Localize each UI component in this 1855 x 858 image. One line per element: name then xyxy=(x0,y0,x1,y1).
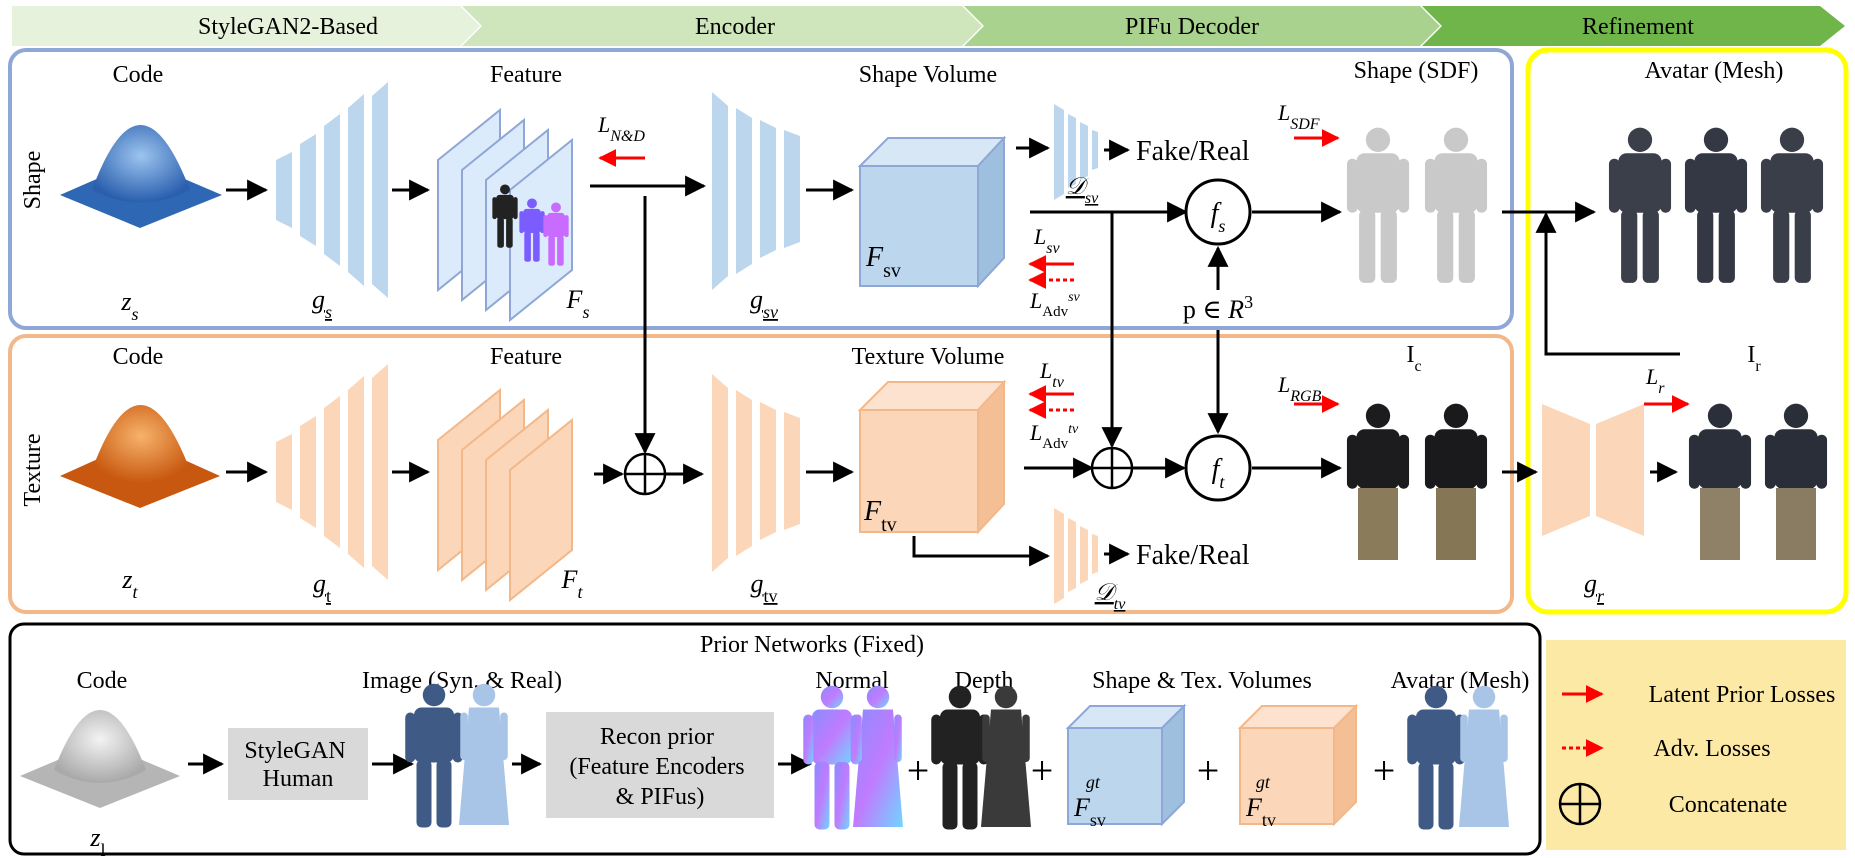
stylegan-human-label: StyleGAN Human xyxy=(244,738,351,792)
loss-nd-label: LN&D xyxy=(597,112,645,145)
normal-maps xyxy=(803,685,903,830)
refined-image-label: Ir xyxy=(1747,342,1761,375)
shape-fake-real-label: Fake/Real xyxy=(1136,136,1250,167)
shape-branch-frame xyxy=(8,48,1514,330)
prior-avatar-mesh xyxy=(1407,685,1509,830)
shape-row-label: Shape xyxy=(20,151,46,210)
refined-avatar-render xyxy=(1688,403,1828,560)
shape-discriminator-icon xyxy=(1054,104,1098,200)
shape-sdf-mesh xyxy=(1346,127,1488,283)
shape-generator-label: gs xyxy=(312,285,332,322)
texture-feature-var: Ft xyxy=(561,565,584,602)
shape-encoder-label: gsv xyxy=(750,285,778,322)
prior-networks-frame xyxy=(8,622,1542,856)
volumes-title: Shape & Tex. Volumes xyxy=(1092,668,1312,694)
shape-feature-planes xyxy=(437,107,573,323)
shape-discriminator-label: 𝒟sv xyxy=(1066,174,1099,207)
refinement-title: Avatar (Mesh) xyxy=(1645,58,1784,84)
legend-latent-label: Latent Prior Losses xyxy=(1649,682,1836,708)
sample-images xyxy=(405,683,509,828)
texture-volume-cube-icon xyxy=(857,379,1007,535)
shape-generator-icon xyxy=(276,82,388,298)
texture-fake-real-label: Fake/Real xyxy=(1136,540,1250,571)
shape-feature-var: Fs xyxy=(566,285,590,322)
gaussian-surface-icon xyxy=(60,125,222,228)
refinement-frame xyxy=(1525,47,1849,615)
texture-generator-label: gt xyxy=(313,569,331,606)
texture-code-var: zt xyxy=(121,565,138,602)
texture-feature-title: Feature xyxy=(490,344,562,370)
query-point-label: p ∈ R3 xyxy=(1183,292,1253,324)
stage-encoder-label: Encoder xyxy=(695,14,775,40)
texture-gt-cube-icon xyxy=(1237,703,1359,827)
refinement-network-icon xyxy=(1542,404,1644,536)
texture-feature-planes xyxy=(437,387,573,603)
shape-volume-cube-icon xyxy=(857,135,1007,289)
texture-row-label: Texture xyxy=(20,434,46,507)
stage-stylegan-label: StyleGAN2-Based xyxy=(198,14,378,40)
shape-output-title: Shape (SDF) xyxy=(1354,58,1479,84)
loss-tv-label: Ltv xyxy=(1039,358,1065,391)
shape-encoder-icon xyxy=(712,92,800,290)
coarse-image-label: Ic xyxy=(1406,342,1421,375)
legend-concat-label: Concatenate xyxy=(1669,792,1788,818)
texture-branch-frame xyxy=(8,334,1514,614)
stylegan-human-box xyxy=(228,728,368,800)
prior-images-title: Image (Syn. & Real) xyxy=(362,668,562,694)
texture-code-title: Code xyxy=(113,344,164,370)
concat-circle-icon xyxy=(1090,446,1134,490)
stage-refinement-label: Refinement xyxy=(1582,14,1694,40)
refined-avatar-mesh xyxy=(1608,127,1824,283)
loss-adv-tv-label: LAdvtv xyxy=(1029,420,1079,452)
plus-sign: + xyxy=(1031,748,1054,793)
recon-prior-box xyxy=(546,712,774,818)
plus-sign: + xyxy=(1373,748,1396,793)
arrow-icon xyxy=(912,536,1051,567)
stage-pifu-label: PIFu Decoder xyxy=(1125,14,1259,40)
prior-title: Prior Networks (Fixed) xyxy=(700,632,924,658)
plus-sign: + xyxy=(1197,748,1220,793)
loss-sv-label: Lsv xyxy=(1033,224,1060,257)
texture-discriminator-label: 𝒟tv xyxy=(1095,580,1127,613)
refinement-network-label: gr xyxy=(1584,569,1605,606)
legend-adv-label: Adv. Losses xyxy=(1653,736,1770,762)
shape-code-title: Code xyxy=(113,62,164,88)
concat-circle-icon xyxy=(1558,782,1602,826)
shape-feature-title: Feature xyxy=(490,62,562,88)
texture-discriminator-icon xyxy=(1054,508,1098,604)
loss-r-label: Lr xyxy=(1645,364,1665,397)
shape-volume-title: Shape Volume xyxy=(859,62,997,88)
shape-decoder-node xyxy=(1184,178,1252,246)
shape-gt-cube-icon xyxy=(1065,703,1187,827)
texture-encoder-label: gtv xyxy=(750,569,777,606)
gaussian-surface-icon xyxy=(20,710,180,808)
concat-circle-icon xyxy=(623,452,667,496)
loss-adv-sv-label: LAdvsv xyxy=(1029,288,1081,320)
prior-avatar-title: Avatar (Mesh) xyxy=(1391,668,1530,694)
loss-sdf-label: LSDF xyxy=(1277,100,1320,133)
prior-code-title: Code xyxy=(77,668,128,694)
texture-generator-icon xyxy=(276,364,388,580)
refinement-feedback-arrow xyxy=(1535,211,1680,356)
loss-rgb-label: LRGB xyxy=(1277,372,1322,405)
texture-volume-title: Texture Volume xyxy=(852,344,1005,370)
texture-decoder-node xyxy=(1184,434,1252,502)
recon-prior-label: Recon prior (Feature Encoders & PIFus) xyxy=(569,724,750,810)
plus-sign: + xyxy=(907,748,930,793)
texture-encoder-icon xyxy=(712,374,800,572)
coarse-avatar-render xyxy=(1346,403,1488,560)
depth-maps xyxy=(931,685,1031,830)
shape-code-var: zs xyxy=(120,287,138,324)
gaussian-surface-icon xyxy=(60,405,220,508)
stage-header: StyleGAN2-Based Encoder PIFu Decoder Ref… xyxy=(12,6,1845,46)
